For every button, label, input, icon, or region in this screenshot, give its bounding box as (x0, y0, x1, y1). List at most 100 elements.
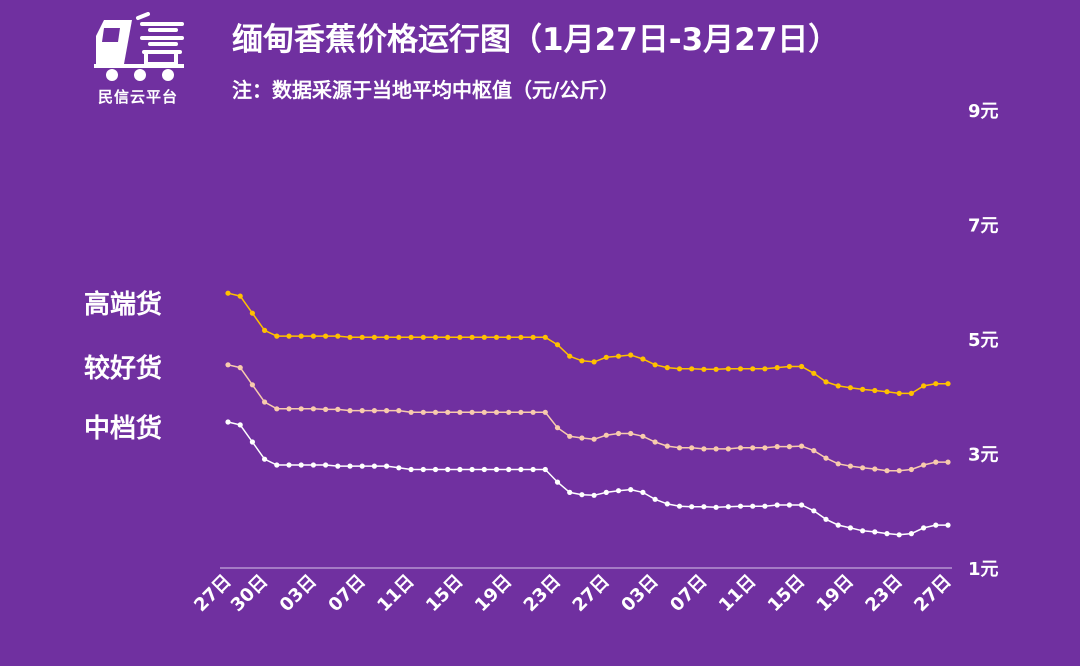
data-point-good (835, 461, 841, 467)
data-point-mid (615, 488, 622, 494)
data-point-high (286, 333, 292, 339)
data-point-mid (493, 466, 500, 473)
data-point-mid (481, 466, 487, 473)
data-point-mid (811, 508, 817, 514)
data-point-good (359, 408, 365, 414)
data-point-good (469, 409, 475, 415)
data-point-good (530, 409, 536, 415)
y-tick-label: 7元 (968, 216, 999, 237)
x-tick-label: 07日 (324, 571, 369, 616)
data-point-mid (542, 466, 548, 473)
data-point-high (249, 310, 255, 316)
data-point-high (628, 352, 634, 358)
data-point-mid (262, 456, 268, 462)
data-point-good (579, 435, 585, 441)
data-point-good (237, 365, 243, 371)
x-tick-label: 23日 (861, 571, 906, 616)
data-point-mid (933, 522, 939, 528)
data-point-mid (420, 466, 426, 473)
data-point-good (310, 406, 316, 412)
data-point-high (493, 334, 500, 340)
data-point-high (640, 356, 646, 362)
data-point-high (469, 334, 475, 340)
data-point-mid (701, 504, 707, 510)
data-point-mid (469, 466, 475, 473)
data-point-good (737, 445, 744, 451)
data-point-good (542, 409, 548, 415)
data-point-good (847, 463, 854, 469)
data-point-good (921, 462, 927, 468)
truck-icon (94, 12, 184, 81)
x-tick-label: 03日 (617, 571, 662, 616)
data-point-good (615, 430, 622, 437)
data-point-high (420, 334, 426, 340)
data-point-high (384, 334, 390, 340)
data-point-high (896, 390, 902, 396)
data-point-good (750, 445, 756, 451)
data-point-high (506, 334, 512, 340)
data-point-mid (762, 503, 768, 509)
y-tick-label: 5元 (968, 330, 999, 351)
data-point-mid (921, 525, 927, 531)
x-tick-label: 11日 (373, 571, 418, 616)
data-point-good (371, 408, 377, 414)
data-point-mid (896, 532, 902, 538)
data-point-good (481, 409, 487, 415)
data-point-high (603, 354, 609, 360)
chart-title: 缅甸香蕉价格运行图（1月27日-3月27日） (232, 22, 840, 58)
data-point-mid (872, 529, 878, 535)
data-point-mid (591, 492, 597, 498)
series-line-good (227, 364, 948, 472)
data-point-high (298, 333, 304, 339)
data-point-good (823, 455, 829, 461)
data-point-mid (786, 502, 793, 508)
data-point-mid (713, 504, 719, 510)
data-point-good (591, 436, 597, 442)
legend-label-mid: 中档货 (84, 414, 163, 444)
data-point-good (811, 448, 817, 454)
data-point-good (262, 399, 268, 405)
data-point-high (872, 387, 878, 394)
data-point-good (408, 409, 414, 415)
y-tick-label: 1元 (968, 559, 999, 580)
data-point-high (335, 333, 341, 339)
data-point-mid (860, 528, 866, 534)
data-point-mid (823, 516, 829, 522)
x-tick-label: 19日 (471, 571, 516, 616)
data-point-mid (579, 492, 585, 498)
data-point-mid (323, 462, 329, 468)
data-point-high (262, 327, 268, 333)
data-point-high (811, 370, 817, 376)
data-point-good (554, 425, 561, 431)
data-point-mid (908, 531, 915, 537)
data-point-good (713, 446, 719, 452)
data-point-mid (506, 466, 512, 473)
data-point-mid (530, 466, 536, 473)
data-point-high (567, 353, 573, 359)
data-point-high (225, 290, 231, 296)
data-point-mid (384, 463, 390, 469)
x-tick-label: 27日 (190, 571, 235, 616)
data-point-high (652, 362, 658, 368)
data-point-good (432, 409, 439, 415)
data-point-high (799, 363, 805, 370)
data-point-high (725, 366, 731, 372)
brand-name: 民信云平台 (97, 88, 178, 106)
x-tick-label: 27日 (569, 571, 614, 616)
data-point-high (432, 334, 439, 340)
data-point-good (664, 443, 670, 449)
data-point-good (286, 406, 292, 412)
chart-subtitle: 注：数据采源于当地平均中枢值（元/公斤） (232, 78, 620, 102)
x-tick-label: 27日 (910, 571, 955, 616)
data-point-good (908, 466, 915, 473)
data-point-mid (884, 531, 890, 537)
data-point-mid (237, 422, 243, 428)
data-point-good (249, 382, 255, 388)
data-point-mid (457, 466, 463, 473)
data-point-mid (945, 522, 951, 528)
data-point-good (274, 406, 280, 412)
data-point-good (347, 408, 353, 414)
data-point-high (835, 383, 841, 389)
data-point-high (713, 366, 719, 372)
